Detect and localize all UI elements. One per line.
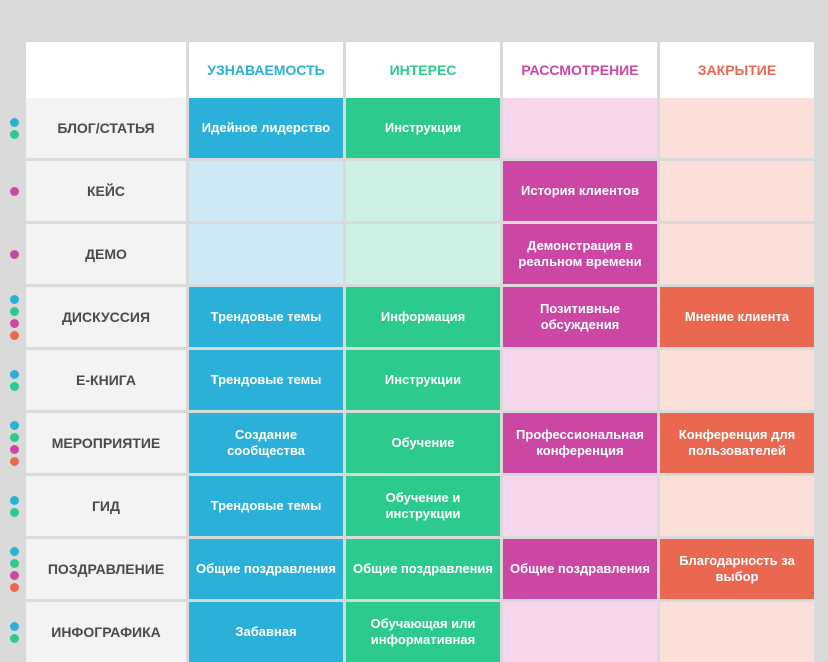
matrix-cell	[660, 98, 814, 158]
matrix-cell	[660, 476, 814, 536]
row-label: ИНФОГРАФИКА	[26, 602, 186, 662]
matrix-cell: Благодарность за выбор	[660, 539, 814, 599]
dot-icon	[10, 559, 19, 568]
matrix-cell: Трендовые темы	[189, 350, 343, 410]
row-label: ПОЗДРАВЛЕНИЕ	[26, 539, 186, 599]
matrix-cell: Позитивные обсуждения	[503, 287, 657, 347]
header-corner	[26, 42, 186, 98]
row-dots	[8, 350, 20, 410]
table-row: БЛОГ/СТАТЬЯИдейное лидерствоИнструкции	[26, 98, 814, 158]
row-dots	[8, 98, 20, 158]
table-row: ДИСКУССИЯТрендовые темыИнформацияПозитив…	[26, 287, 814, 347]
header-awareness: УЗНАВАЕМОСТЬ	[189, 42, 343, 98]
matrix-cell: Трендовые темы	[189, 287, 343, 347]
dot-icon	[10, 370, 19, 379]
matrix-cell	[346, 224, 500, 284]
matrix-cell: Обучающая или информативная	[346, 602, 500, 662]
header-closing: ЗАКРЫТИЕ	[660, 42, 814, 98]
dot-icon	[10, 457, 19, 466]
matrix-cell: Трендовые темы	[189, 476, 343, 536]
dot-icon	[10, 187, 19, 196]
dot-icon	[10, 583, 19, 592]
dot-icon	[10, 445, 19, 454]
matrix-cell: Инструкции	[346, 350, 500, 410]
dot-icon	[10, 331, 19, 340]
matrix-cell	[503, 602, 657, 662]
matrix-cell: Информация	[346, 287, 500, 347]
row-label: ДИСКУССИЯ	[26, 287, 186, 347]
matrix-cell: Обучение и инструкции	[346, 476, 500, 536]
header-consideration: РАССМОТРЕНИЕ	[503, 42, 657, 98]
row-label: БЛОГ/СТАТЬЯ	[26, 98, 186, 158]
matrix-cell	[660, 161, 814, 221]
dot-icon	[10, 496, 19, 505]
matrix-cell: Создание сообщества	[189, 413, 343, 473]
row-dots	[8, 224, 20, 284]
matrix-cell	[660, 602, 814, 662]
row-dots	[8, 287, 20, 347]
content-matrix-table: УЗНАВАЕМОСТЬ ИНТЕРЕС РАССМОТРЕНИЕ ЗАКРЫТ…	[26, 42, 814, 662]
row-label: ГИД	[26, 476, 186, 536]
dot-icon	[10, 130, 19, 139]
row-label: КЕЙС	[26, 161, 186, 221]
matrix-cell: Демонстрация в реальном времени	[503, 224, 657, 284]
matrix-cell: Мнение клиента	[660, 287, 814, 347]
table-row: МЕРОПРИЯТИЕСоздание сообществаОбучениеПр…	[26, 413, 814, 473]
matrix-cell: Инструкции	[346, 98, 500, 158]
row-dots	[8, 476, 20, 536]
matrix-cell: Обучение	[346, 413, 500, 473]
table-row: ГИДТрендовые темыОбучение и инструкции	[26, 476, 814, 536]
matrix-cell	[346, 161, 500, 221]
row-dots	[8, 161, 20, 221]
dot-icon	[10, 319, 19, 328]
row-label: Е-КНИГА	[26, 350, 186, 410]
matrix-cell	[503, 476, 657, 536]
matrix-cell: Профессиональная конференция	[503, 413, 657, 473]
dot-icon	[10, 250, 19, 259]
matrix-cell: Общие поздравления	[346, 539, 500, 599]
matrix-cell: Общие поздравления	[189, 539, 343, 599]
matrix-cell: Забавная	[189, 602, 343, 662]
matrix-cell	[189, 224, 343, 284]
row-label: МЕРОПРИЯТИЕ	[26, 413, 186, 473]
row-dots	[8, 539, 20, 599]
dot-icon	[10, 622, 19, 631]
table-row: ДЕМО Демонстрация в реальном времени	[26, 224, 814, 284]
matrix-cell: Общие поздравления	[503, 539, 657, 599]
dot-icon	[10, 295, 19, 304]
matrix-cell	[660, 350, 814, 410]
dot-icon	[10, 307, 19, 316]
row-dots	[8, 413, 20, 473]
table-row: ИНФОГРАФИКАЗабавнаяОбучающая или информа…	[26, 602, 814, 662]
dot-icon	[10, 634, 19, 643]
table-row: Е-КНИГАТрендовые темыИнструкции	[26, 350, 814, 410]
matrix-cell	[503, 350, 657, 410]
header-interest: ИНТЕРЕС	[346, 42, 500, 98]
matrix-cell: История клиентов	[503, 161, 657, 221]
dot-icon	[10, 382, 19, 391]
dot-icon	[10, 118, 19, 127]
row-dots	[8, 602, 20, 662]
matrix-cell	[189, 161, 343, 221]
header-row: УЗНАВАЕМОСТЬ ИНТЕРЕС РАССМОТРЕНИЕ ЗАКРЫТ…	[26, 42, 814, 98]
dot-icon	[10, 508, 19, 517]
dot-icon	[10, 433, 19, 442]
table-row: ПОЗДРАВЛЕНИЕОбщие поздравленияОбщие позд…	[26, 539, 814, 599]
dot-icon	[10, 571, 19, 580]
dot-icon	[10, 547, 19, 556]
dot-icon	[10, 421, 19, 430]
table-row: КЕЙС История клиентов	[26, 161, 814, 221]
matrix-cell: Конференция для пользователей	[660, 413, 814, 473]
matrix-cell	[503, 98, 657, 158]
matrix-cell: Идейное лидерство	[189, 98, 343, 158]
matrix-cell	[660, 224, 814, 284]
row-label: ДЕМО	[26, 224, 186, 284]
